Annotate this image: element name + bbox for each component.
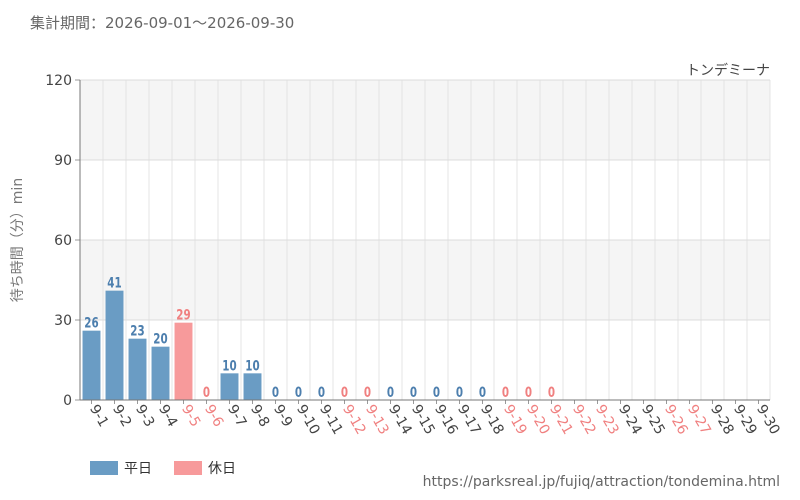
x-tick-label-9-4: 9-4 <box>155 402 180 430</box>
x-tick-label-9-8: 9-8 <box>247 402 272 430</box>
bar-label-9-18: 0 <box>479 385 486 401</box>
x-tick-label-9-21: 9-21 <box>546 402 576 438</box>
bar-label-9-9: 0 <box>272 385 279 401</box>
bar-label-9-4: 20 <box>153 332 167 348</box>
bar-label-9-3: 23 <box>130 324 144 340</box>
bar-label-9-13: 0 <box>364 385 371 401</box>
legend-item-weekday: 平日 <box>90 458 152 478</box>
bar-9-5 <box>174 322 193 400</box>
bar-label-9-20: 0 <box>525 385 532 401</box>
y-tick-labels: 0 30 60 90 120 <box>45 73 72 409</box>
bar-9-8 <box>243 373 262 400</box>
x-tick-label-9-6: 9-6 <box>201 402 226 430</box>
x-tick-label-9-23: 9-23 <box>592 402 622 438</box>
bar-label-9-11: 0 <box>318 385 325 401</box>
y-tick-label: 120 <box>45 73 72 89</box>
x-tick-labels: 9-19-29-39-49-59-69-79-89-99-109-119-129… <box>86 400 783 438</box>
x-tick-label-9-20: 9-20 <box>523 402 553 438</box>
bars <box>82 290 262 400</box>
y-tick-label: 90 <box>54 153 72 169</box>
x-tick-label-9-12: 9-12 <box>339 402 369 438</box>
legend-label-holiday: 休日 <box>208 461 236 477</box>
x-tick-label-9-5: 9-5 <box>178 402 203 430</box>
y-tick-label: 60 <box>54 233 72 249</box>
x-tick-label-9-7: 9-7 <box>224 402 249 430</box>
y-tick-label: 0 <box>63 393 72 409</box>
x-tick-label-9-15: 9-15 <box>408 402 438 438</box>
bar-label-9-8: 10 <box>245 358 259 374</box>
x-tick-label-9-26: 9-26 <box>661 402 691 438</box>
x-tick-label-9-16: 9-16 <box>431 402 461 438</box>
x-tick-label-9-19: 9-19 <box>500 402 530 438</box>
bar-label-9-16: 0 <box>433 385 440 401</box>
bar-9-4 <box>151 346 170 400</box>
bar-label-9-5: 29 <box>176 308 190 324</box>
x-tick-label-9-29: 9-29 <box>730 402 760 438</box>
x-tick-label-9-3: 9-3 <box>132 402 157 430</box>
x-tick-label-9-24: 9-24 <box>615 402 645 438</box>
legend: 平日 休日 <box>90 458 236 478</box>
bar-label-9-15: 0 <box>410 385 417 401</box>
bar-9-2 <box>105 290 124 400</box>
x-tick-label-9-28: 9-28 <box>707 402 737 438</box>
bar-label-9-6: 0 <box>203 385 210 401</box>
bar-9-3 <box>128 338 147 400</box>
bar-label-9-2: 41 <box>107 276 121 292</box>
x-tick-label-9-27: 9-27 <box>684 402 714 438</box>
x-tick-label-9-18: 9-18 <box>477 402 507 438</box>
x-tick-label-9-25: 9-25 <box>638 402 668 438</box>
x-tick-label-9-17: 9-17 <box>454 402 484 438</box>
legend-label-weekday: 平日 <box>124 461 152 477</box>
bar-label-9-14: 0 <box>387 385 394 401</box>
bar-label-9-19: 0 <box>502 385 509 401</box>
bar-label-9-17: 0 <box>456 385 463 401</box>
bar-label-9-21: 0 <box>548 385 555 401</box>
x-tick-label-9-22: 9-22 <box>569 402 599 438</box>
legend-swatch-holiday <box>174 461 202 475</box>
bar-label-9-12: 0 <box>341 385 348 401</box>
x-tick-label-9-11: 9-11 <box>316 402 346 438</box>
x-tick-label-9-9: 9-9 <box>270 402 295 430</box>
bar-label-9-1: 26 <box>84 316 98 332</box>
legend-item-holiday: 休日 <box>174 458 236 478</box>
legend-swatch-weekday <box>90 461 118 475</box>
x-tick-label-9-2: 9-2 <box>109 402 134 430</box>
attraction-name: トンデミーナ <box>686 63 770 79</box>
x-tick-label-9-13: 9-13 <box>362 402 392 438</box>
x-tick-label-9-30: 9-30 <box>753 402 783 438</box>
bar-9-1 <box>82 330 101 400</box>
collection-period: 集計期間：2026-09-01～2026-09-30 <box>30 14 295 32</box>
source-url: https://parksreal.jp/fujiq/attraction/to… <box>422 474 780 490</box>
bar-9-7 <box>220 373 239 400</box>
y-tick-label: 30 <box>54 313 72 329</box>
x-tick-label-9-14: 9-14 <box>385 402 415 438</box>
bar-label-9-7: 10 <box>222 358 236 374</box>
x-tick-label-9-1: 9-1 <box>86 402 111 430</box>
x-tick-label-9-10: 9-10 <box>293 402 323 438</box>
bar-label-9-10: 0 <box>295 385 302 401</box>
